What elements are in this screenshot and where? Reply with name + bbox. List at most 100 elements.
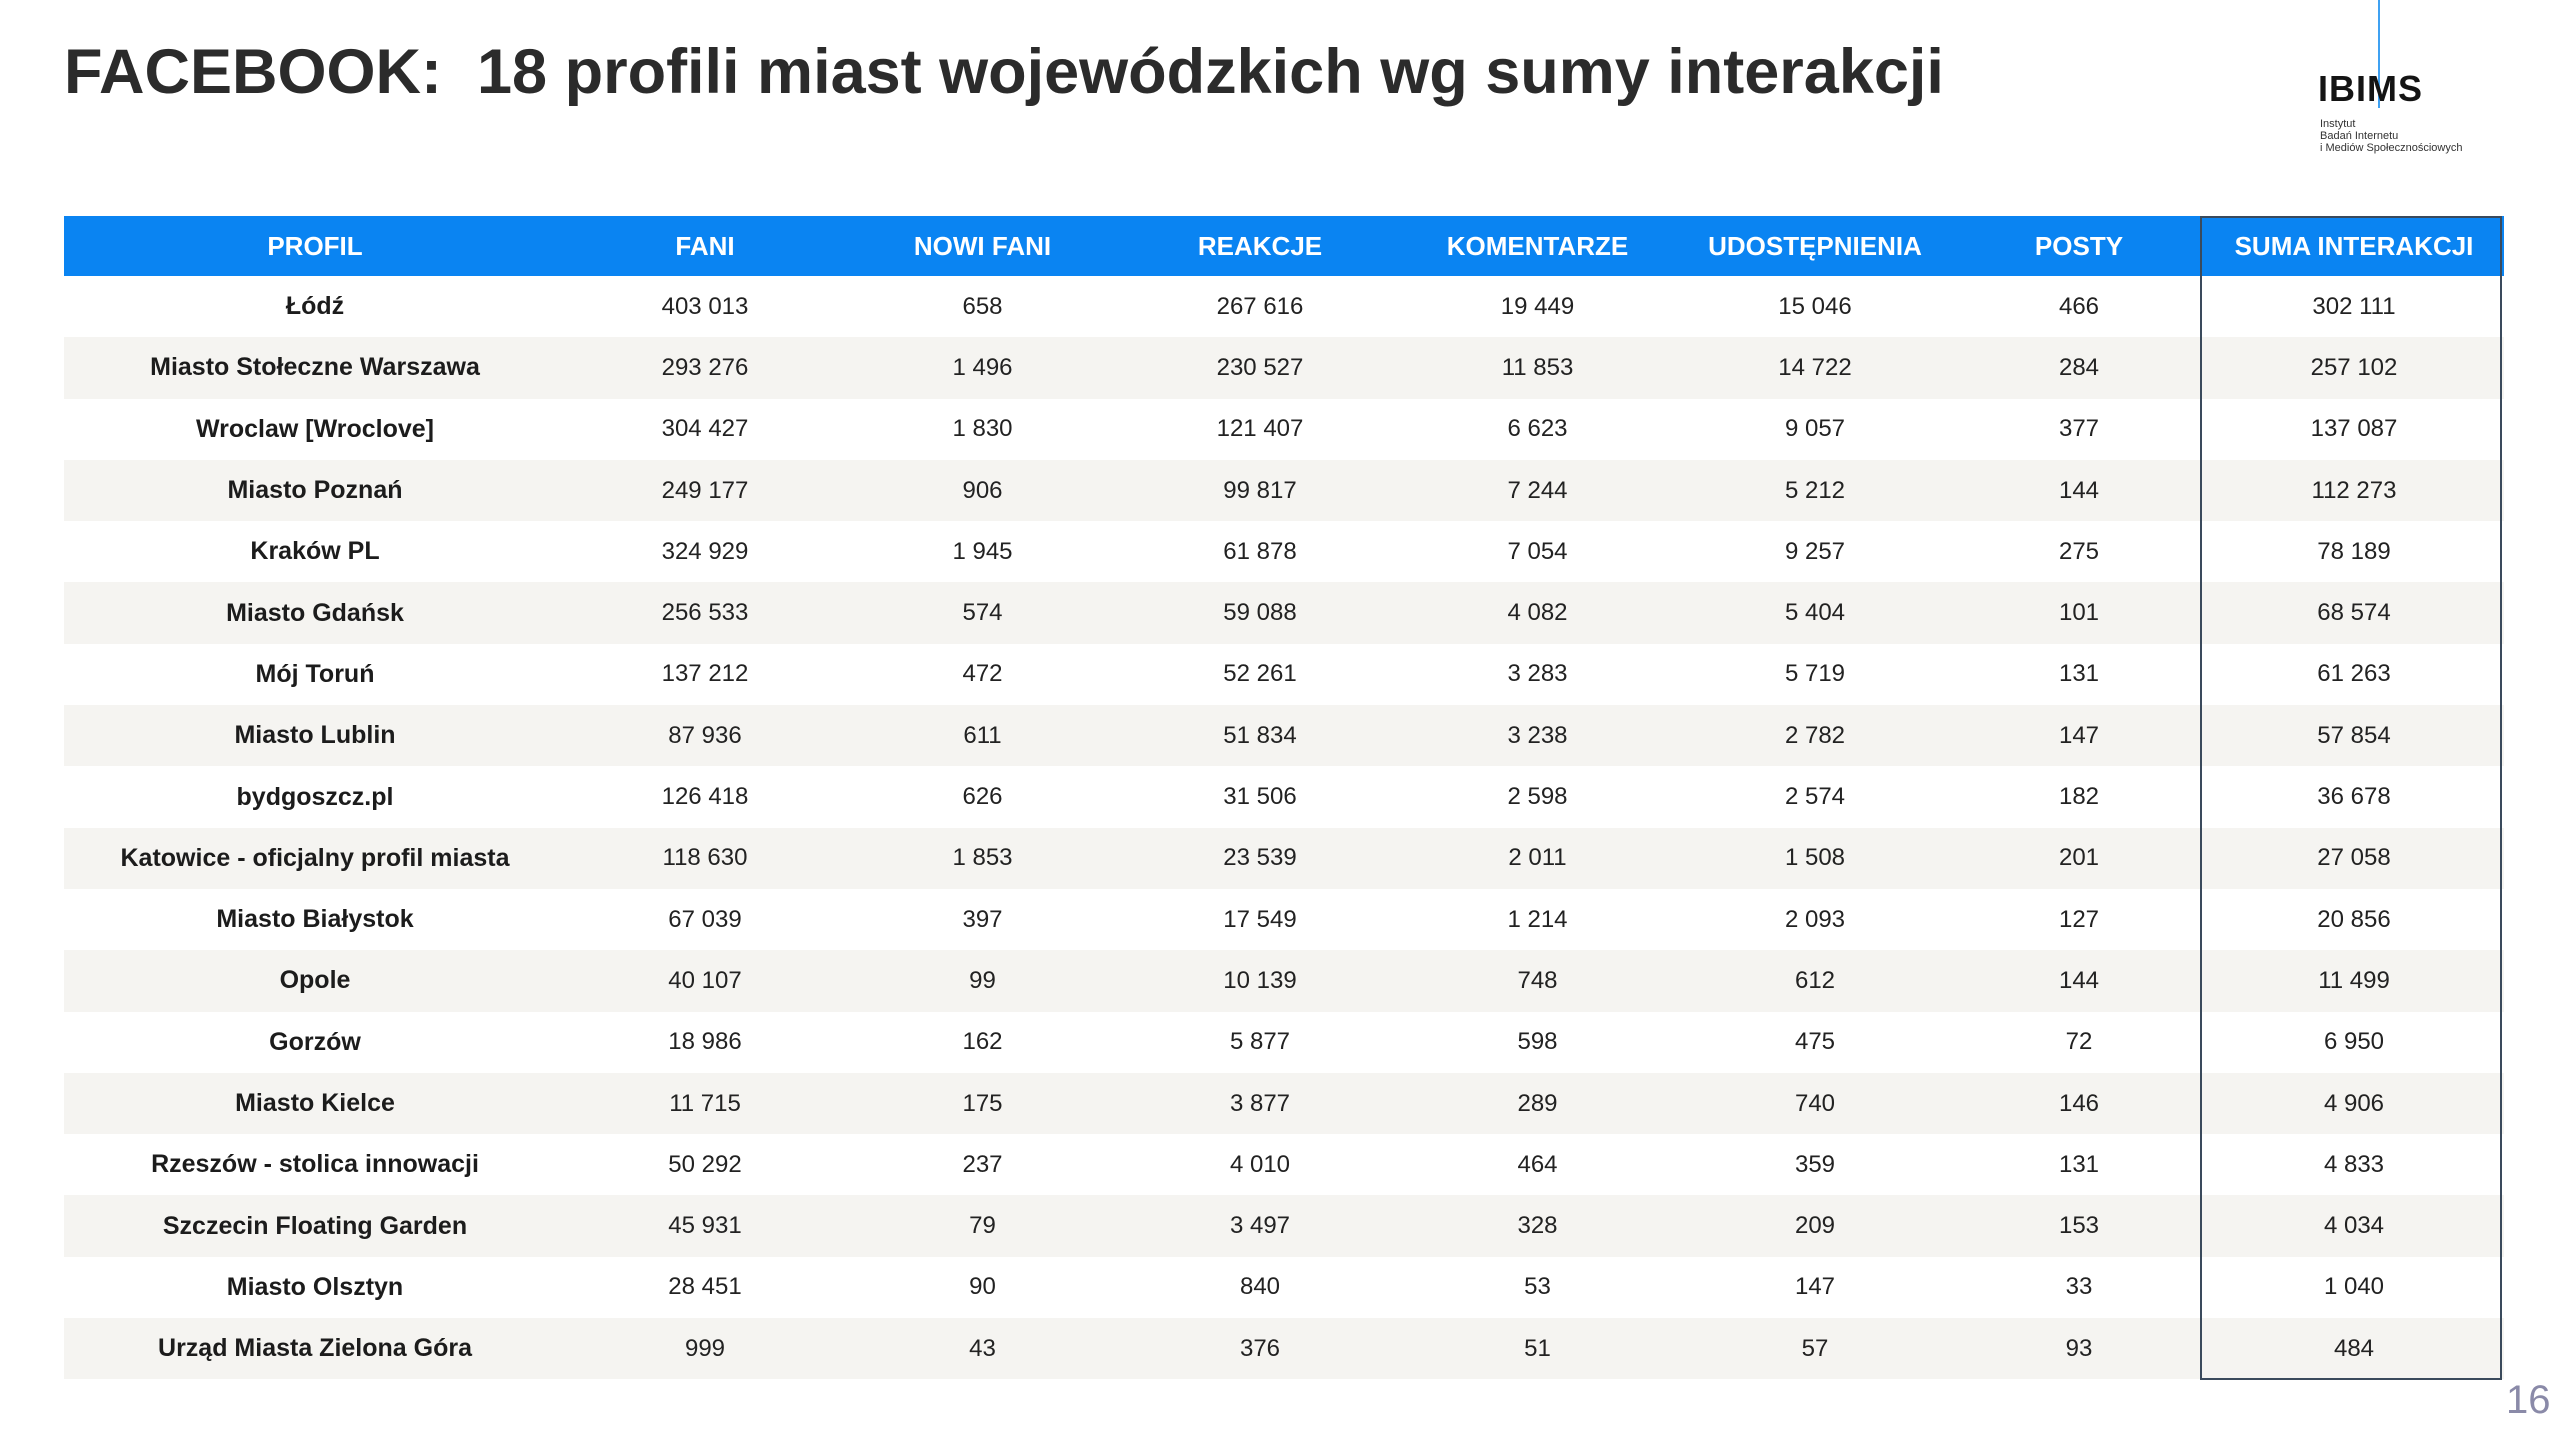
cell-profil: Miasto Stołeczne Warszawa [64,337,566,399]
table-row: Rzeszów - stolica innowacji 50 292 237 4 01… [64,1134,2504,1195]
cell-reakcje: 121 407 [1216,415,1304,443]
cell-fani: 249 177 [566,459,844,522]
cell-profil: Łódź [285,292,345,321]
cell-profil: Wroclaw [Wroclove] [195,414,434,443]
cell-nowi-fani: 1 945 [952,537,1013,565]
cell-profil: bydgoszcz.pl [236,782,394,811]
cell-komentarze: 598 [1517,1028,1558,1056]
cell-udostepnienia: 612 [1676,950,1954,1012]
cell-suma-interakcji: 57 854 [2204,705,2504,767]
logo-name: IBIMS [2318,68,2424,109]
cell-udostepnienia: 57 [1676,1318,1954,1380]
cell-nowi-fani: 658 [962,292,1003,320]
cell-reakcje: 59 088 [1121,582,1399,644]
cell-udostepnienia: 9 257 [1784,537,1846,565]
cell-reakcje: 230 527 [1121,337,1399,399]
logo-subtitle-line: Instytut [2320,118,2356,130]
cell-reakcje: 4 010 [1229,1150,1291,1178]
cell-udostepnienia: 1 508 [1676,827,1954,889]
cell-komentarze: 2 598 [1507,783,1568,811]
cell-nowi-fani: 611 [844,705,1121,767]
table-row: Miasto Kielce 11 715 175 3 877 289 740 146 4 90… [64,1072,2504,1135]
cell-udostepnienia: 475 [1794,1028,1836,1056]
cell-nowi-fani: 175 [844,1072,1121,1135]
cell-nowi-fani: 1 853 [844,827,1121,889]
cell-suma-interakcji: 1 040 [2323,1273,2385,1301]
cell-komentarze: 3 283 [1507,660,1568,688]
cell-nowi-fani: 626 [962,783,1003,811]
cell-komentarze: 7 244 [1399,459,1676,522]
logo-subtitle-line: i Mediów Społecznościowych [2320,142,2463,154]
cell-udostepnienia: 5 212 [1676,459,1954,522]
cell-posty: 127 [2058,905,2100,933]
cell-komentarze: 6 623 [1507,415,1568,443]
cell-profil: Mój Toruń [255,659,375,688]
cell-profil: Kraków PL [250,537,380,566]
cell-profil: Urząd Miasta Zielona Góra [64,1318,566,1380]
cell-komentarze: 7 054 [1507,537,1568,565]
cell-profil: Miasto Gdańsk [64,582,566,644]
table-row: Szczecin Floating Garden 45 931 79 3 497 328… [64,1195,2504,1257]
cell-komentarze: 289 [1399,1072,1676,1135]
cell-nowi-fani: 574 [844,582,1121,644]
table-row: Katowice - oficjalny profil miasta 118 63… [64,827,2504,889]
interactions-table: PROFIL FANI NOWI FANI REAKCJE KOMENTARZE… [64,216,2504,1380]
cell-udostepnienia: 147 [1794,1273,1836,1301]
cell-posty: 144 [1954,459,2204,522]
cell-reakcje: 51 834 [1121,705,1399,767]
cell-komentarze: 4 082 [1399,582,1676,644]
cell-udostepnienia: 2 782 [1676,705,1954,767]
cell-suma-interakcji: 36 678 [2317,783,2391,811]
cell-profil: Miasto Olsztyn [226,1272,404,1301]
ibims-logo: IBIMS Instytut Badań Internetu i Mediów … [2318,0,2518,170]
table-row: Urząd Miasta Zielona Góra 999 43 376 51 57 93 4… [64,1318,2504,1380]
cell-udostepnienia: 9 057 [1784,415,1846,443]
cell-suma-interakcji: 4 034 [2204,1195,2504,1257]
table-row: Kraków PL 324 929 1 945 61 878 7 054 9 257 275… [64,521,2504,582]
page-number: 16 [2506,1378,2551,1422]
cell-reakcje: 31 506 [1223,783,1297,811]
cell-nowi-fani: 1 830 [952,415,1013,443]
cell-nowi-fani: 79 [844,1195,1121,1257]
cell-posty: 144 [1954,950,2204,1012]
table-row: Opole 40 107 99 10 139 748 612 144 11 499 [64,950,2504,1012]
cell-suma-interakcji: 6 950 [2323,1028,2385,1056]
table-row: Łódź 403 013 658 267 616 19 449 15 046 466 302 … [64,276,2504,337]
logo-subtitle: Instytut Badań Internetu i Mediów Społec… [2320,118,2462,154]
cell-profil: Rzeszów - stolica innowacji [151,1150,479,1179]
cell-fani: 999 [566,1318,844,1380]
cell-komentarze: 51 [1399,1318,1676,1380]
cell-profil: Szczecin Floating Garden [64,1195,566,1257]
cell-komentarze: 1 214 [1507,905,1568,933]
cell-fani: 87 936 [566,705,844,767]
cell-posty: 101 [1954,582,2204,644]
cell-nowi-fani: 90 [969,1273,996,1301]
cell-reakcje: 3 497 [1121,1195,1399,1257]
table-row: Miasto Lublin 87 936 611 51 834 3 238 2 782 14… [64,705,2504,767]
header-suma-interakcji: SUMA INTERAKCJI [2204,216,2504,276]
cell-profil: Miasto Lublin [64,705,566,767]
cell-nowi-fani: 906 [844,459,1121,522]
table-row: Miasto Stołeczne Warszawa 293 276 1 496 230… [64,337,2504,399]
table-row: bydgoszcz.pl 126 418 626 31 506 2 598 2 574 18… [64,766,2504,827]
cell-posty: 377 [2058,415,2100,443]
cell-komentarze: 464 [1517,1150,1558,1178]
cell-fani: 11 715 [566,1072,844,1135]
table-header-row: PROFIL FANI NOWI FANI REAKCJE KOMENTARZE… [64,216,2504,276]
cell-profil: Miasto Poznań [64,459,566,522]
cell-fani: 18 986 [668,1028,742,1056]
cell-nowi-fani: 1 496 [844,337,1121,399]
cell-suma-interakcji: 302 111 [2312,292,2396,320]
cell-posty: 201 [1954,827,2204,889]
header-profil: PROFIL [64,216,566,276]
header-posty: POSTY [1954,216,2204,276]
cell-komentarze: 19 449 [1500,292,1575,320]
cell-fani: 45 931 [566,1195,844,1257]
cell-reakcje: 10 139 [1121,950,1399,1012]
header-fani: FANI [566,216,844,276]
cell-nowi-fani: 397 [962,905,1003,933]
cell-udostepnienia: 740 [1676,1072,1954,1135]
cell-nowi-fani: 237 [962,1150,1003,1178]
cell-komentarze: 748 [1399,950,1676,1012]
cell-komentarze: 3 238 [1399,705,1676,767]
